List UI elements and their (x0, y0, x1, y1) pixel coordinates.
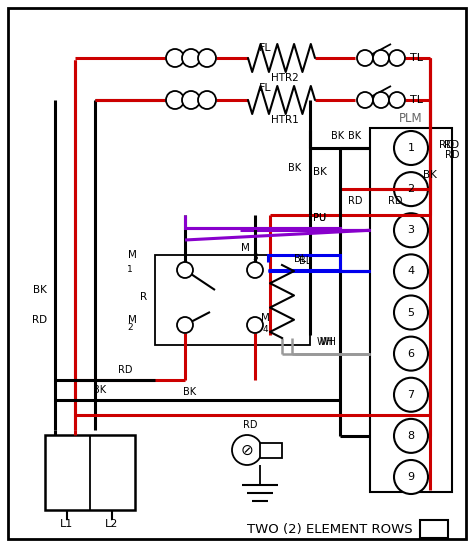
Circle shape (166, 91, 184, 109)
Text: L2: L2 (105, 519, 118, 529)
Text: 3: 3 (252, 253, 258, 263)
Bar (370, 128, 452, 492)
Bar (155, 255, 310, 345)
Text: FL: FL (259, 43, 271, 53)
Bar (420, 520, 448, 538)
Circle shape (394, 419, 428, 453)
Circle shape (394, 254, 428, 288)
Bar (45, 435, 135, 510)
Text: PU: PU (313, 213, 327, 223)
Circle shape (182, 49, 200, 67)
Text: BK: BK (33, 285, 47, 295)
Circle shape (394, 213, 428, 247)
Circle shape (394, 378, 428, 412)
Text: 5: 5 (408, 307, 414, 317)
Circle shape (247, 262, 263, 278)
Circle shape (394, 131, 428, 165)
Circle shape (394, 295, 428, 329)
Text: HTR2: HTR2 (271, 73, 299, 83)
Circle shape (389, 50, 405, 66)
Text: 3: 3 (408, 225, 414, 235)
Text: FL: FL (259, 83, 271, 93)
Text: M: M (128, 315, 137, 325)
Bar (260, 443, 282, 458)
Text: PLM: PLM (399, 112, 423, 125)
Text: 7: 7 (408, 390, 415, 400)
Text: HTR1: HTR1 (271, 115, 299, 125)
Text: BK: BK (289, 163, 301, 173)
Circle shape (232, 435, 262, 465)
Circle shape (247, 317, 263, 333)
Circle shape (357, 92, 373, 108)
Text: BK: BK (331, 131, 345, 141)
Text: BK: BK (93, 385, 107, 395)
Text: ⊘: ⊘ (241, 443, 254, 457)
Text: BK: BK (313, 167, 327, 177)
Text: R: R (140, 292, 147, 302)
Text: BL: BL (294, 254, 306, 264)
Circle shape (182, 91, 200, 109)
Text: 1: 1 (127, 265, 133, 275)
Text: PU: PU (313, 213, 327, 223)
Circle shape (389, 92, 405, 108)
Text: M: M (128, 250, 137, 260)
Circle shape (357, 50, 373, 66)
Circle shape (394, 336, 428, 371)
Text: M: M (241, 243, 249, 253)
Text: 4: 4 (262, 325, 268, 335)
Text: RD: RD (243, 420, 257, 430)
Circle shape (166, 49, 184, 67)
Text: 2: 2 (128, 323, 133, 331)
Circle shape (373, 50, 389, 66)
Circle shape (394, 460, 428, 494)
Text: RD: RD (445, 150, 459, 160)
Text: 6: 6 (408, 348, 414, 359)
Text: RD: RD (388, 196, 402, 206)
Text: BK: BK (183, 387, 197, 397)
Text: WH: WH (319, 336, 337, 347)
Text: 1: 1 (408, 143, 414, 153)
Text: RD: RD (32, 315, 47, 325)
Circle shape (394, 172, 428, 206)
Text: BK: BK (423, 170, 437, 180)
Text: 4: 4 (408, 266, 415, 276)
Text: RD: RD (118, 365, 132, 375)
Circle shape (177, 317, 193, 333)
Text: 8: 8 (408, 431, 415, 441)
Text: TL: TL (410, 95, 423, 105)
Circle shape (373, 92, 389, 108)
Text: RD: RD (439, 140, 455, 150)
Text: M: M (261, 313, 269, 323)
Text: TWO (2) ELEMENT ROWS: TWO (2) ELEMENT ROWS (247, 523, 413, 537)
Text: TL: TL (410, 53, 423, 63)
Text: L1: L1 (60, 519, 73, 529)
Text: 2: 2 (408, 184, 415, 194)
Circle shape (177, 262, 193, 278)
Text: WH: WH (317, 336, 334, 347)
Text: 9: 9 (408, 472, 415, 482)
Circle shape (198, 91, 216, 109)
Text: BK: BK (348, 131, 362, 141)
Text: RD: RD (348, 196, 362, 206)
Circle shape (198, 49, 216, 67)
Text: BL: BL (299, 257, 311, 266)
Text: RD: RD (445, 140, 460, 150)
